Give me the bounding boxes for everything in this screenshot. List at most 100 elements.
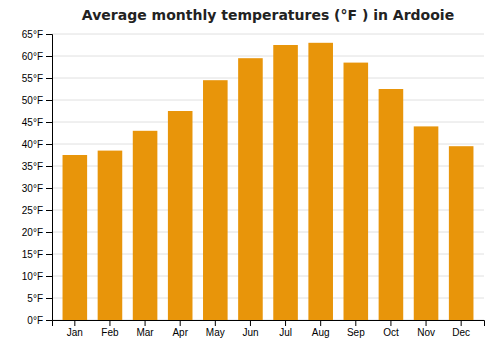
tick: 5°F [27, 293, 52, 304]
grid-line [52, 34, 484, 35]
bar [414, 126, 439, 320]
tick-mark [109, 320, 110, 326]
tick-mark [426, 320, 427, 326]
tick-mark [46, 298, 52, 299]
tick-label: Sep [347, 327, 365, 338]
tick: Oct [383, 320, 399, 338]
tick-mark [46, 144, 52, 145]
tick-label: 65°F [22, 29, 43, 40]
tick-mark [46, 254, 52, 255]
tick: 25°F [22, 205, 52, 216]
tick-label: May [206, 327, 225, 338]
tick-mark [74, 320, 75, 326]
tick-label: Aug [312, 327, 330, 338]
title: Average monthly temperatures (°F ) in Ar… [82, 7, 454, 23]
tick: Nov [417, 320, 435, 338]
tick-label: 40°F [22, 139, 43, 150]
tick-label: 15°F [22, 249, 43, 260]
tick-label: Apr [172, 327, 188, 338]
tick: Feb [101, 320, 119, 338]
tick-mark [46, 232, 52, 233]
tick: May [206, 320, 225, 338]
grid-line [52, 56, 484, 57]
tick-mark [461, 320, 462, 326]
tick-mark [250, 320, 251, 326]
tick: Mar [136, 320, 154, 338]
tick: 65°F [22, 29, 52, 40]
tick-label: 30°F [22, 183, 43, 194]
tick: 40°F [22, 139, 52, 150]
chart: 0°F 5°F 10°F 15°F 20°F 25°F 30°F 35°F 40°F 45°F 50… [0, 0, 500, 350]
tick-mark [46, 122, 52, 123]
tick-mark [320, 320, 321, 326]
grid-line [52, 100, 484, 101]
bar [379, 89, 404, 320]
y-axis: 0°F 5°F 10°F 15°F 20°F 25°F 30°F 35°F 40°F 45°F 50… [22, 29, 53, 326]
tick-label: 20°F [22, 227, 43, 238]
tick-mark [145, 320, 146, 326]
bar [273, 45, 298, 320]
tick-label: 50°F [22, 95, 43, 106]
tick: Sep [347, 320, 365, 338]
tick-label: Jan [67, 327, 83, 338]
grid [52, 34, 484, 320]
bar [63, 155, 88, 320]
bar [308, 43, 333, 320]
tick-mark [46, 100, 52, 101]
tick-mark [215, 320, 216, 326]
tick: 0°F [27, 315, 52, 326]
tick-label: 25°F [22, 205, 43, 216]
bar [203, 80, 228, 320]
tick: Aug [312, 320, 330, 338]
grid-line [52, 122, 484, 123]
tick-label: Jun [242, 327, 258, 338]
tick-label: Jul [279, 327, 292, 338]
tick-mark [46, 34, 52, 35]
tick-label: 0°F [27, 315, 43, 326]
tick-mark [180, 320, 181, 326]
tick: Jul [279, 320, 292, 338]
bar [98, 151, 123, 320]
tick-label: Dec [452, 327, 470, 338]
tick-mark [46, 188, 52, 189]
tick-label: Mar [136, 327, 154, 338]
bar [168, 111, 193, 320]
x-axis: Jan Feb Mar Apr May Jun Jul Aug Sep Oct Nov Dec [53, 320, 485, 338]
tick: Jan [67, 320, 83, 338]
tick: 10°F [22, 271, 52, 282]
bar [238, 58, 263, 320]
bars [63, 43, 474, 320]
tick: 45°F [22, 117, 52, 128]
tick: 15°F [22, 249, 52, 260]
tick: Apr [172, 320, 188, 338]
tick-mark [46, 166, 52, 167]
axis-line [53, 321, 485, 327]
tick-label: 35°F [22, 161, 43, 172]
tick-label: 55°F [22, 73, 43, 84]
tick-label: Nov [417, 327, 435, 338]
tick-mark [285, 320, 286, 326]
tick: 35°F [22, 161, 52, 172]
tick-label: 45°F [22, 117, 43, 128]
tick: 50°F [22, 95, 52, 106]
tick-mark [46, 78, 52, 79]
tick: Jun [242, 320, 258, 338]
tick-mark [390, 320, 391, 326]
tick-label: Oct [383, 327, 399, 338]
tick: 20°F [22, 227, 52, 238]
tick-mark [46, 210, 52, 211]
tick-label: 10°F [22, 271, 43, 282]
tick-mark [355, 320, 356, 326]
tick: 55°F [22, 73, 52, 84]
tick-mark [46, 320, 52, 321]
axis-line [46, 35, 53, 321]
tick: 30°F [22, 183, 52, 194]
tick-label: 5°F [27, 293, 43, 304]
tick: Dec [452, 320, 470, 338]
tick: 60°F [22, 51, 52, 62]
bar [133, 131, 158, 320]
tick-mark [46, 56, 52, 57]
bar [344, 63, 369, 320]
tick-mark [46, 276, 52, 277]
tick-label: 60°F [22, 51, 43, 62]
